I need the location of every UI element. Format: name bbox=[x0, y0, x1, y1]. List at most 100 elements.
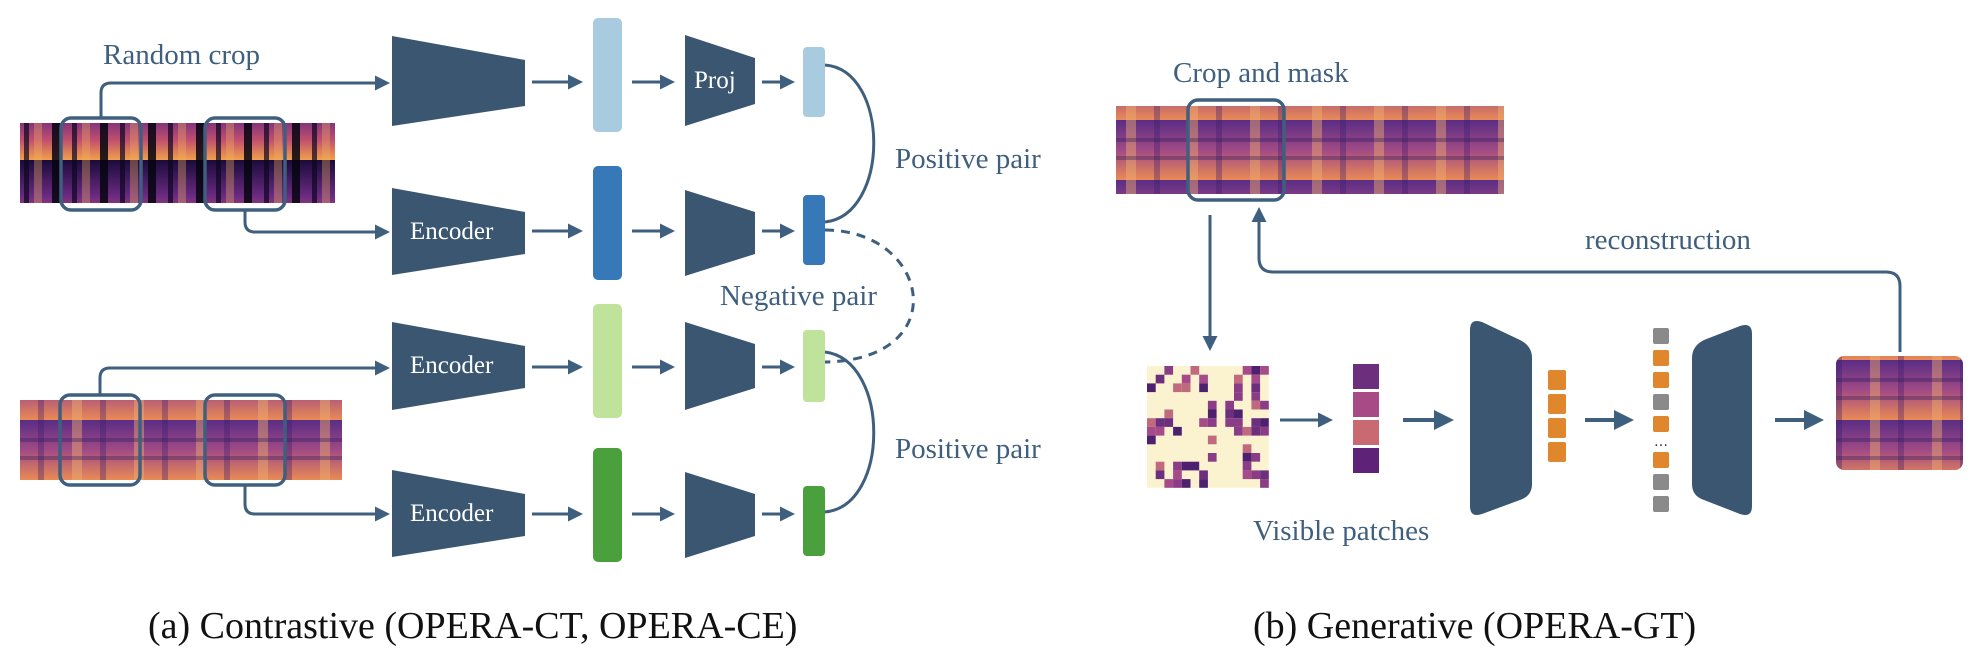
projector-block-2 bbox=[685, 190, 755, 276]
encoder-label-3: Encoder bbox=[410, 352, 494, 379]
row-2: Encoder bbox=[392, 166, 825, 280]
visible-patch-cell bbox=[1164, 479, 1174, 488]
visible-patch-cell bbox=[1199, 470, 1208, 480]
spectrogram-a bbox=[20, 116, 335, 212]
visible-patch-cell bbox=[1199, 383, 1208, 393]
contrastive-panel: Random crop Proj Encoder bbox=[20, 18, 1041, 647]
visible-patch-cell bbox=[1242, 426, 1252, 436]
reconstruction-arrow bbox=[1251, 207, 1902, 352]
visible-patch-cell bbox=[1242, 444, 1252, 453]
visible-patch-cell bbox=[1207, 435, 1217, 445]
visible-patch-cell bbox=[1242, 461, 1252, 471]
positive-pair-connector-bottom bbox=[824, 350, 876, 514]
visible-patch-cell bbox=[1260, 470, 1269, 480]
projector-block-3 bbox=[685, 322, 755, 410]
random-crop-label: Random crop bbox=[103, 39, 260, 71]
visible-patch-cell bbox=[1147, 435, 1156, 445]
visible-patch-cell bbox=[1190, 366, 1200, 375]
visible-patch-cell bbox=[1234, 392, 1243, 401]
positive-pair-connector-top bbox=[824, 63, 876, 224]
masked-patch-grid bbox=[1147, 366, 1269, 488]
visible-patch-cell bbox=[1242, 453, 1252, 462]
encoder-block-1 bbox=[392, 36, 525, 126]
projected-vector-4 bbox=[803, 486, 825, 556]
positive-pair-label-bottom: Positive pair bbox=[895, 433, 1041, 465]
visible-patch-cell bbox=[1147, 418, 1156, 427]
visible-patch-cell bbox=[1155, 418, 1165, 427]
crop-arrow-1 bbox=[99, 75, 390, 118]
visible-patch-tokens bbox=[1353, 364, 1379, 473]
visible-patch-cell bbox=[1242, 366, 1252, 375]
crop-mask-box bbox=[1186, 98, 1286, 202]
visible-patch-cell bbox=[1260, 418, 1269, 427]
crop-arrow-4 bbox=[243, 485, 390, 522]
generative-panel: Crop and mask reconstruction Visible pat… bbox=[1116, 57, 1963, 647]
positive-pair-label-top: Positive pair bbox=[895, 143, 1041, 175]
crop-arrow-2 bbox=[243, 210, 390, 240]
encoded-tokens bbox=[1548, 370, 1566, 462]
row-3: Encoder bbox=[392, 304, 825, 418]
visible-patch-cell bbox=[1155, 374, 1165, 384]
visible-patch-cell bbox=[1199, 418, 1208, 427]
projector-block-4 bbox=[685, 472, 755, 558]
visible-patch-cell bbox=[1234, 418, 1243, 427]
encoder-label-4: Encoder bbox=[410, 500, 494, 527]
spectrogram-b bbox=[20, 393, 342, 487]
visible-patch-cell bbox=[1155, 426, 1165, 436]
visible-patch-cell bbox=[1225, 400, 1234, 410]
visible-patch-cell bbox=[1164, 366, 1174, 375]
encoder-block-2 bbox=[392, 188, 525, 275]
projected-vector-2 bbox=[803, 195, 825, 265]
visible-patch-cell bbox=[1181, 374, 1191, 384]
feature-vector-1 bbox=[593, 18, 622, 132]
visible-patch-cell bbox=[1251, 453, 1261, 462]
generative-decoder bbox=[1692, 325, 1752, 515]
visible-patch-cell bbox=[1155, 461, 1165, 471]
visible-patch-cell bbox=[1234, 426, 1243, 436]
visible-patch-cell bbox=[1260, 366, 1269, 375]
negative-pair-connector bbox=[824, 228, 915, 364]
row-4: Encoder bbox=[392, 448, 825, 562]
visible-patch-cell bbox=[1207, 400, 1217, 410]
visible-patch-cell bbox=[1207, 418, 1217, 427]
visible-patch-cell bbox=[1173, 461, 1182, 471]
visible-patch-cell bbox=[1199, 479, 1208, 488]
projector-block-1 bbox=[685, 35, 755, 126]
visible-patch-cell bbox=[1164, 409, 1174, 419]
visible-patch-cell bbox=[1207, 409, 1217, 419]
visible-patch-cell bbox=[1181, 461, 1191, 471]
visible-patch-cell bbox=[1260, 426, 1269, 436]
visible-patches-label: Visible patches bbox=[1253, 515, 1429, 547]
visible-patch-cell bbox=[1173, 470, 1182, 480]
visible-patch-cell bbox=[1173, 479, 1182, 488]
svg-text:…: … bbox=[1654, 434, 1668, 450]
visible-patch-cell bbox=[1251, 418, 1261, 427]
token-sequence: … bbox=[1653, 328, 1669, 512]
feature-vector-4 bbox=[593, 448, 622, 562]
visible-patch-cell bbox=[1234, 374, 1243, 384]
reconstructed-patch bbox=[1836, 356, 1963, 470]
proj-label: Proj bbox=[694, 67, 736, 94]
visible-patch-cell bbox=[1260, 400, 1269, 410]
visible-patch-cell bbox=[1251, 400, 1261, 410]
projected-vector-1 bbox=[803, 47, 825, 117]
visible-patch-cell bbox=[1251, 383, 1261, 393]
visible-patch-cell bbox=[1234, 383, 1243, 393]
visible-patch-cell bbox=[1181, 383, 1191, 393]
visible-patch-cell bbox=[1207, 453, 1217, 462]
visible-patch-cell bbox=[1225, 418, 1234, 427]
feature-vector-3 bbox=[593, 304, 622, 418]
contrastive-caption: (a) Contrastive (OPERA-CT, OPERA-CE) bbox=[148, 605, 797, 647]
crop-arrow-3 bbox=[98, 360, 390, 395]
visible-patch-cell bbox=[1242, 470, 1252, 480]
reconstruction-label: reconstruction bbox=[1585, 224, 1751, 256]
visible-patch-cell bbox=[1181, 479, 1191, 488]
generative-caption: (b) Generative (OPERA-GT) bbox=[1253, 605, 1696, 647]
visible-patch-cell bbox=[1164, 418, 1174, 427]
negative-pair-label: Negative pair bbox=[720, 280, 877, 312]
visible-patch-cell bbox=[1173, 426, 1182, 436]
visible-patch-cell bbox=[1251, 374, 1261, 384]
visible-patch-cell bbox=[1225, 409, 1234, 419]
generative-spectrogram bbox=[1116, 98, 1504, 202]
